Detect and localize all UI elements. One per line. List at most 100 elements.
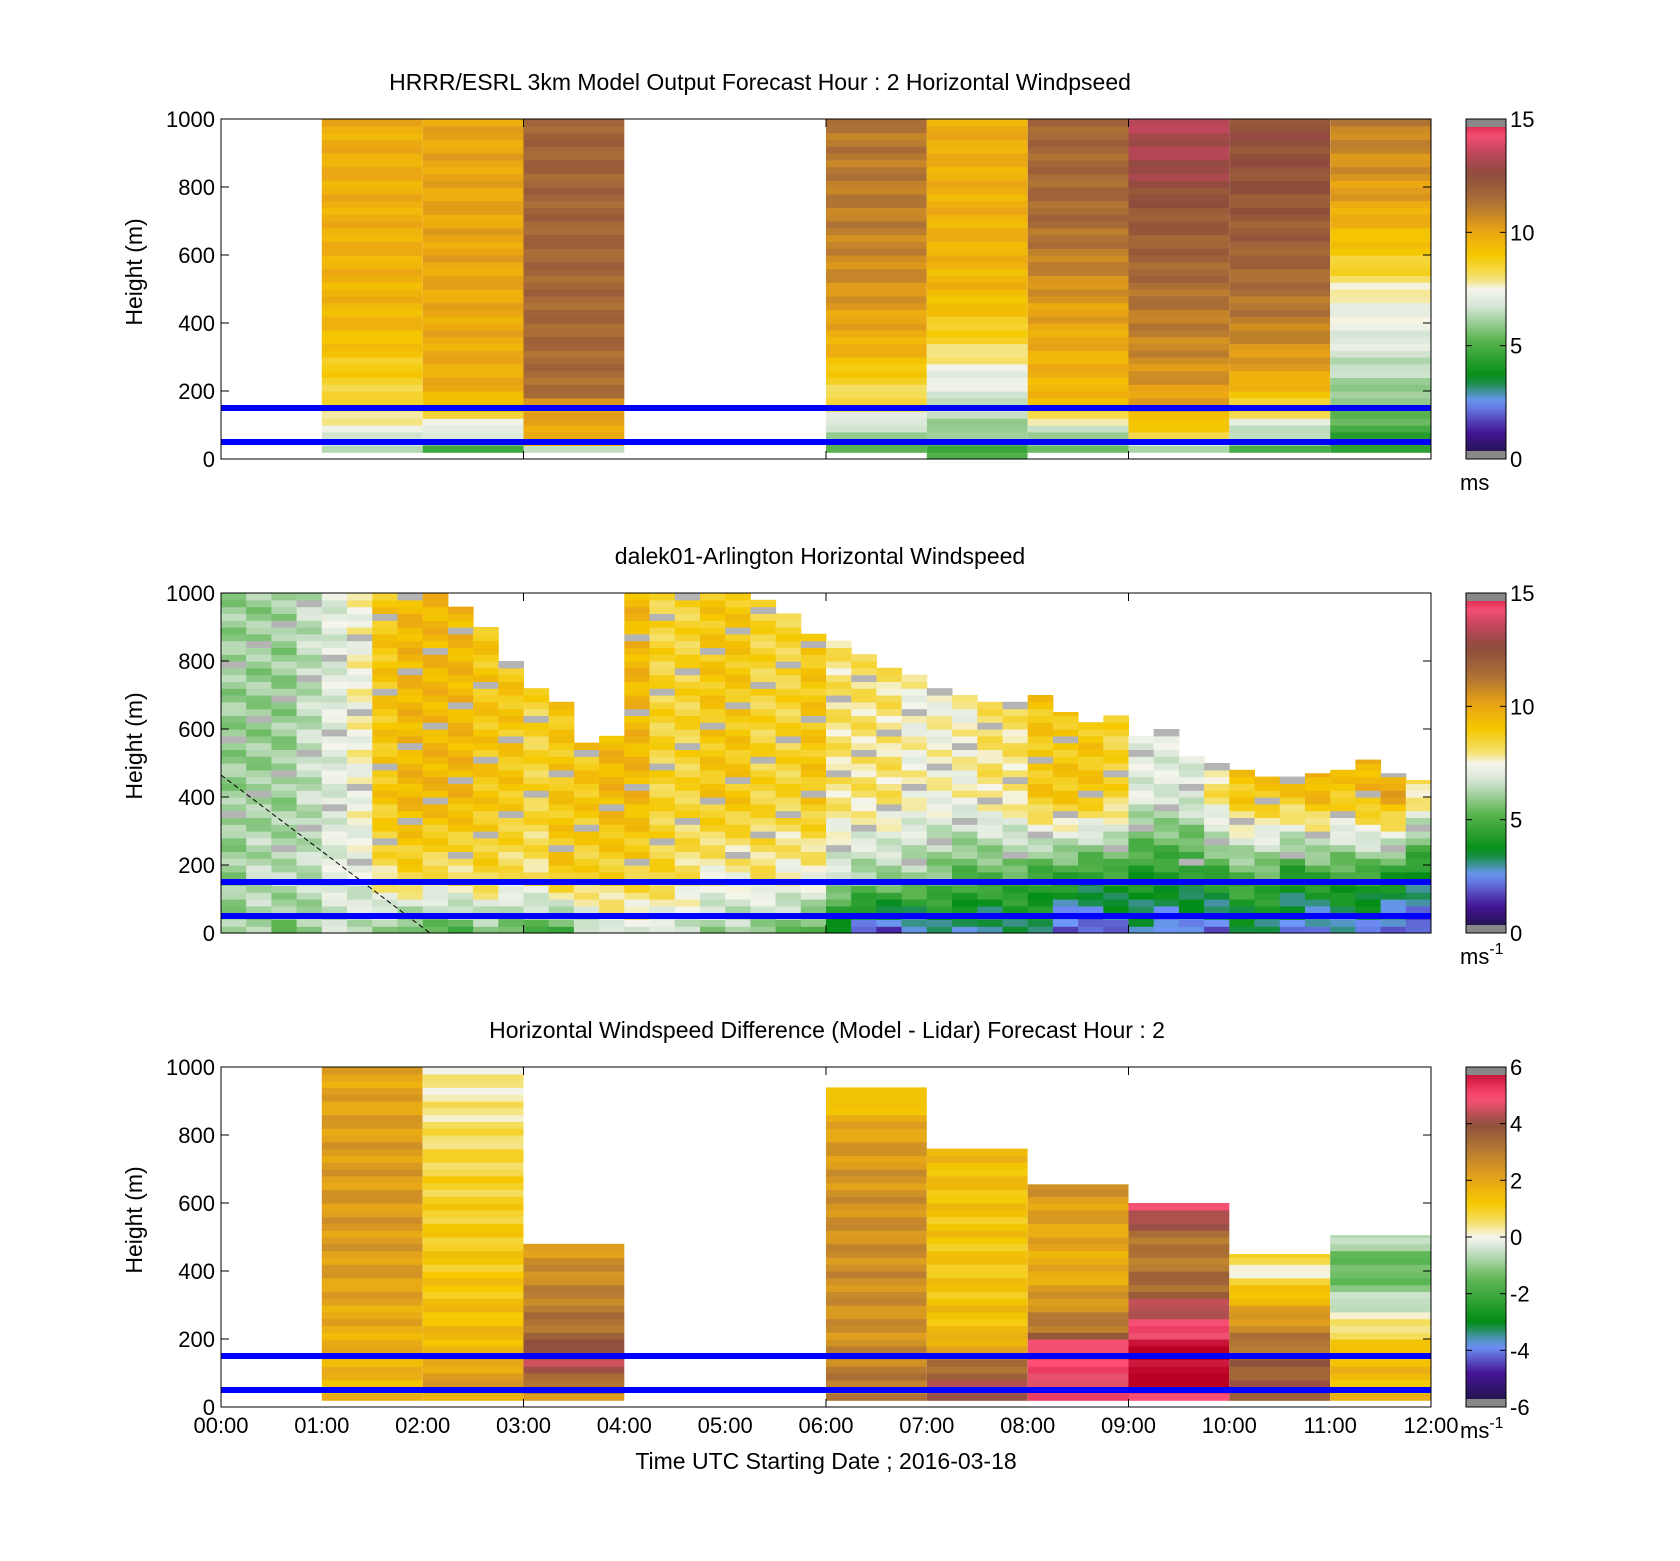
heatmap-cell: [926, 1325, 1028, 1333]
heatmap-cell: [649, 756, 676, 764]
heatmap-cell: [523, 756, 550, 764]
heatmap-cell: [498, 715, 524, 723]
heatmap-cell: [422, 153, 524, 161]
heatmap-cell: [1027, 173, 1129, 181]
heatmap-cell: [321, 926, 348, 934]
heatmap-cell: [1204, 763, 1230, 771]
heatmap-cell: [422, 119, 524, 127]
heatmap-cell: [1027, 275, 1129, 283]
heatmap-cell: [271, 756, 298, 764]
heatmap-cell: [1279, 790, 1306, 798]
heatmap-cell: [826, 892, 852, 900]
heatmap-cell: [271, 606, 298, 614]
heatmap-cell: [725, 695, 751, 703]
heatmap-cell: [447, 803, 474, 812]
heatmap-cell: [548, 790, 575, 798]
heatmap-cell: [826, 153, 927, 161]
heatmap-cell: [473, 865, 499, 873]
heatmap-cell: [926, 844, 953, 852]
heatmap-cell: [926, 241, 1028, 249]
heatmap-cell: [775, 627, 802, 635]
heatmap-cell: [397, 865, 424, 873]
heatmap-cell: [1254, 885, 1281, 893]
heatmap-cell: [1229, 1373, 1331, 1381]
heatmap-cell: [750, 599, 777, 608]
heatmap-cell: [775, 865, 802, 873]
heatmap-cell: [649, 627, 676, 635]
heatmap-cell: [800, 837, 827, 846]
heatmap-cell: [347, 640, 373, 648]
heatmap-cell: [321, 797, 348, 805]
heatmap-cell: [246, 735, 272, 744]
heatmap-cell: [926, 885, 953, 893]
heatmap-cell: [1229, 275, 1331, 283]
heatmap-cell: [952, 892, 978, 900]
heatmap-cell: [473, 824, 499, 832]
heatmap-cell: [397, 919, 424, 927]
heatmap-cell: [1254, 824, 1281, 832]
heatmap-cell: [1380, 926, 1407, 934]
heatmap-cell: [221, 661, 247, 669]
heatmap-cell: [1027, 776, 1054, 784]
heatmap-cell: [700, 742, 726, 750]
heatmap-cell: [952, 844, 978, 852]
heatmap-cell: [347, 722, 373, 730]
heatmap-cell: [674, 919, 701, 927]
heatmap-cell: [1078, 905, 1104, 914]
heatmap-cell: [321, 817, 348, 825]
heatmap-cell: [1305, 905, 1331, 914]
heatmap-cell: [1128, 445, 1230, 453]
heatmap-cell: [447, 790, 474, 798]
heatmap-cell: [624, 783, 650, 791]
heatmap-cell: [271, 824, 298, 832]
heatmap-cell: [397, 926, 424, 934]
heatmap-cell: [926, 200, 1028, 208]
heatmap-cell: [246, 824, 272, 832]
heatmap-cell: [851, 899, 877, 907]
heatmap-cell: [599, 899, 625, 907]
heatmap-cell: [221, 783, 247, 791]
y-tick-label: 0: [203, 447, 215, 472]
heatmap-cell: [926, 1359, 1028, 1367]
heatmap-cell: [1178, 824, 1205, 832]
heatmap-cell: [321, 1182, 423, 1190]
heatmap-cell: [296, 681, 323, 689]
heatmap-cell: [700, 613, 726, 621]
heatmap-cell: [1229, 871, 1255, 880]
heatmap-cell: [1052, 763, 1079, 771]
heatmap-cell: [1330, 146, 1431, 154]
heatmap-cell: [296, 844, 323, 852]
heatmap-cell: [1027, 391, 1129, 399]
heatmap-cell: [1355, 892, 1382, 900]
heatmap-cell: [674, 742, 701, 750]
heatmap-cell: [674, 708, 701, 716]
heatmap-cell: [321, 295, 423, 304]
heatmap-cell: [800, 695, 827, 703]
heatmap-cell: [1254, 831, 1281, 839]
heatmap-cell: [498, 790, 524, 798]
heatmap-cell: [1027, 831, 1054, 839]
heatmap-cell: [321, 803, 348, 812]
heatmap-cell: [725, 674, 751, 682]
heatmap-cell: [321, 316, 423, 324]
heatmap-cell: [548, 722, 575, 730]
heatmap-cell: [321, 865, 348, 873]
heatmap-cell: [347, 695, 373, 703]
heatmap-cell: [876, 899, 903, 907]
heatmap-cell: [674, 769, 701, 778]
heatmap-cell: [1078, 831, 1104, 839]
heatmap-cell: [1355, 899, 1382, 907]
heatmap-cell: [1254, 899, 1281, 907]
heatmap-cell: [422, 926, 449, 934]
heatmap-cell: [372, 858, 398, 866]
heatmap-cell: [523, 1277, 625, 1286]
heatmap-cell: [422, 1345, 524, 1354]
heatmap-cell: [473, 831, 499, 839]
heatmap-cell: [725, 810, 751, 818]
heatmap-cell: [1229, 125, 1331, 134]
heatmap-cell: [800, 899, 827, 907]
heatmap-cell: [1355, 783, 1382, 791]
heatmap-cell: [573, 803, 600, 812]
heatmap-cell: [422, 681, 449, 689]
heatmap-cell: [1279, 851, 1306, 859]
